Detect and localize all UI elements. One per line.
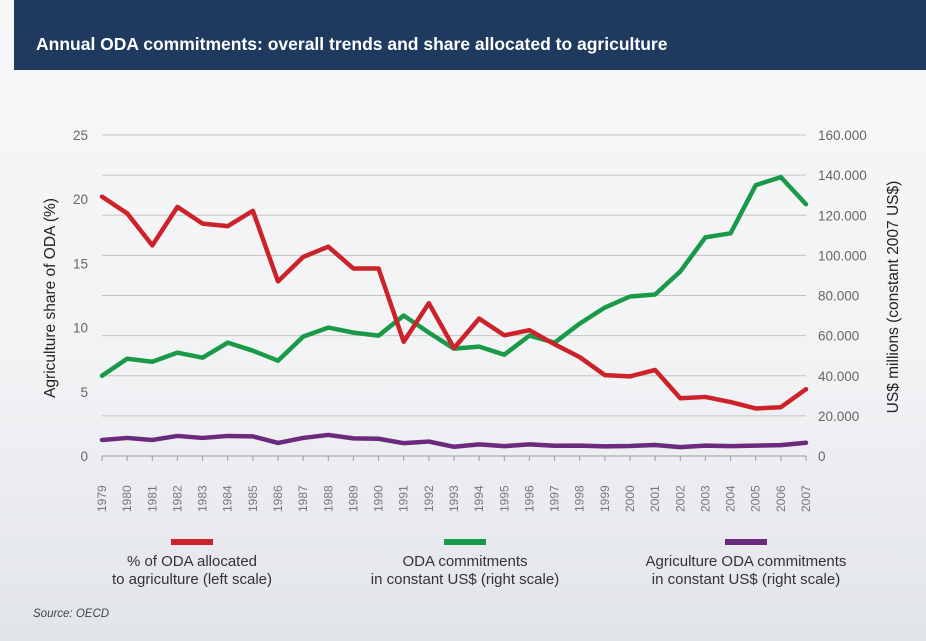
legend-label-agri-oda-line1: Agriculture ODA commitments [645, 553, 847, 570]
x-axis-tick-label: 1999 [598, 485, 612, 512]
x-axis-tick-label: 1982 [170, 485, 184, 512]
legend-label-agri-share-line2: to agriculture (left scale) [111, 571, 273, 588]
x-axis-tick-label: 1990 [372, 485, 386, 512]
chart-header: Annual ODA commitments: overall trends a… [14, 0, 926, 70]
legend-label-oda-line1: ODA commitments [402, 553, 528, 570]
right-axis-tick-label: 160.000 [818, 128, 867, 143]
x-axis-tick-label: 2002 [673, 485, 687, 512]
right-axis-tick-label: 40.000 [818, 369, 859, 384]
x-axis-tick-label: 2004 [724, 485, 738, 512]
source-note: Source: OECD [33, 608, 110, 620]
x-axis-tick-label: 2003 [698, 485, 712, 512]
x-axis-tick-label: 2000 [623, 485, 637, 512]
legend-label-agri-share: % of ODA allocated to agriculture (left … [62, 553, 322, 589]
x-axis-tick-label: 1983 [196, 485, 210, 512]
left-axis-tick-label: 0 [80, 449, 88, 464]
legend-label-agri-oda-line2: in constant US$ (right scale) [651, 571, 841, 588]
left-axis-tick-label: 5 [80, 385, 88, 400]
right-axis-tick-label: 60.000 [818, 329, 859, 344]
right-axis-tick-label: 120.000 [818, 208, 867, 223]
legend-swatch-oda [444, 539, 486, 545]
chart-title: Annual ODA commitments: overall trends a… [36, 34, 668, 54]
x-axis-tick-label: 2006 [774, 485, 788, 512]
legend-swatch-agri-oda [725, 539, 767, 545]
legend-label-oda-line2: in constant US$ (right scale) [370, 571, 560, 588]
x-axis-tick-label: 1981 [145, 485, 159, 512]
x-axis-tick-label: 1988 [321, 485, 335, 512]
x-axis-tick-label: 1984 [221, 485, 235, 512]
right-axis-tick-label: 100.000 [818, 248, 867, 263]
legend-label-agri-oda: Agriculture ODA commitments in constant … [616, 553, 876, 589]
left-axis-title: Agriculture share of ODA (%) [42, 198, 59, 398]
right-axis-tick-label: 20.000 [818, 409, 859, 424]
right-axis-tick-label: 0 [818, 449, 826, 464]
line-agri-oda-commitments [99, 432, 809, 450]
left-axis-tick-label: 20 [73, 192, 88, 207]
x-axis-tick-label: 1992 [422, 485, 436, 512]
line-agri-share [99, 194, 809, 411]
right-axis-title: US$ millions (constant 2007 US$) [885, 181, 902, 414]
x-axis-tick-label: 1994 [472, 485, 486, 512]
x-axis-tick-label: 1993 [447, 485, 461, 512]
legend-label-oda: ODA commitments in constant US$ (right s… [335, 553, 595, 589]
x-axis-tick-label: 1985 [246, 485, 260, 512]
x-axis-tick-label: 1998 [573, 485, 587, 512]
x-axis-tick-label: 1996 [522, 485, 536, 512]
left-axis-tick-label: 25 [73, 128, 88, 143]
x-axis-tick-label: 1979 [95, 485, 109, 512]
x-axis-tick-label: 1980 [120, 485, 134, 512]
x-axis-tick-label: 1989 [346, 485, 360, 512]
x-axis-tick-label: 2005 [749, 485, 763, 512]
left-axis-tick-label: 15 [73, 256, 88, 271]
right-axis-tick-label: 140.000 [818, 168, 867, 183]
x-axis-tick-label: 2001 [648, 485, 662, 512]
legend-label-agri-share-line1: % of ODA allocated [126, 553, 258, 570]
x-axis-tick-label: 1997 [548, 485, 562, 512]
left-axis-tick-label: 10 [73, 321, 88, 336]
x-axis-tick-label: 1987 [296, 485, 310, 512]
right-axis-tick-label: 80.000 [818, 289, 859, 304]
x-axis-tick-label: 1986 [271, 485, 285, 512]
x-axis-tick-label: 1995 [497, 485, 511, 512]
legend-swatch-agri-share [171, 539, 213, 545]
x-axis-tick-label: 1991 [397, 485, 411, 512]
x-axis-tick-label: 2007 [799, 485, 813, 512]
